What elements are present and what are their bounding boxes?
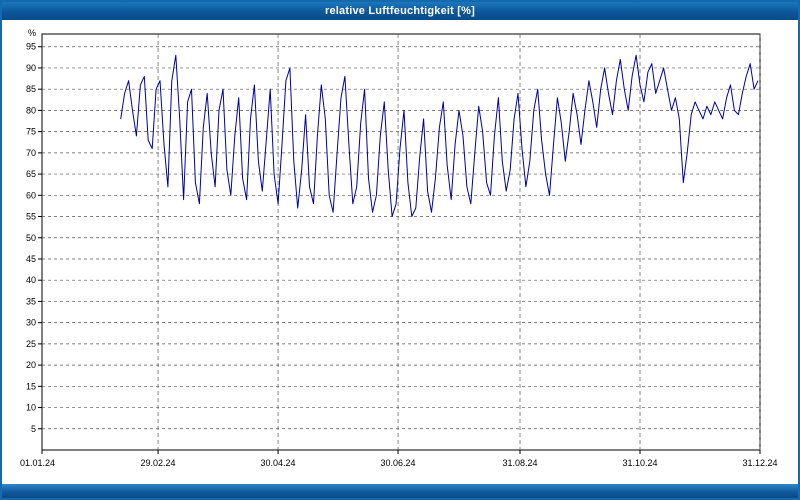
x-tick-label: 31.12.24 [742,458,777,468]
y-tick-label: 5 [31,424,36,434]
x-tick-label: 30.06.24 [381,458,416,468]
y-tick-label: 85 [26,84,36,94]
x-tick-label: 01.01.24 [20,458,55,468]
y-tick-label: 40 [26,275,36,285]
y-tick-label: 30 [26,318,36,328]
y-tick-label: 65 [26,169,36,179]
y-tick-label: 60 [26,190,36,200]
y-axis-unit-label: % [28,28,36,38]
y-tick-label: 55 [26,212,36,222]
y-tick-label: 15 [26,381,36,391]
y-tick-label: 50 [26,233,36,243]
chart-svg: 5 10 15 20 25 30 35 40 45 50 55 60 65 70 75 80 85 90 95% 01… [20,28,778,468]
x-tick-label: 31.08.24 [502,458,537,468]
window-bottom-bar [2,484,798,498]
y-tick-label: 95 [26,42,36,52]
window-titlebar: relative Luftfeuchtigkeit [%] [2,2,798,20]
humidity-line-series [120,54,759,217]
chart-area: 5 10 15 20 25 30 35 40 45 50 55 60 65 70 75 80 85 90 95% 01… [2,20,798,484]
y-tick-label: 35 [26,296,36,306]
y-tick-label: 45 [26,254,36,264]
window-title: relative Luftfeuchtigkeit [%] [324,5,476,17]
y-tick-label: 80 [26,105,36,115]
y-tick-label: 75 [26,127,36,137]
plot-border [41,33,761,451]
y-tick-label: 20 [26,360,36,370]
y-tick-label: 90 [26,63,36,73]
x-tick-label: 31.10.24 [622,458,657,468]
y-tick-label: 10 [26,403,36,413]
y-tick-label: 25 [26,339,36,349]
y-tick-label: 70 [26,148,36,158]
x-tick-label: 30.04.24 [261,458,296,468]
x-tick-label: 29.02.24 [141,458,176,468]
